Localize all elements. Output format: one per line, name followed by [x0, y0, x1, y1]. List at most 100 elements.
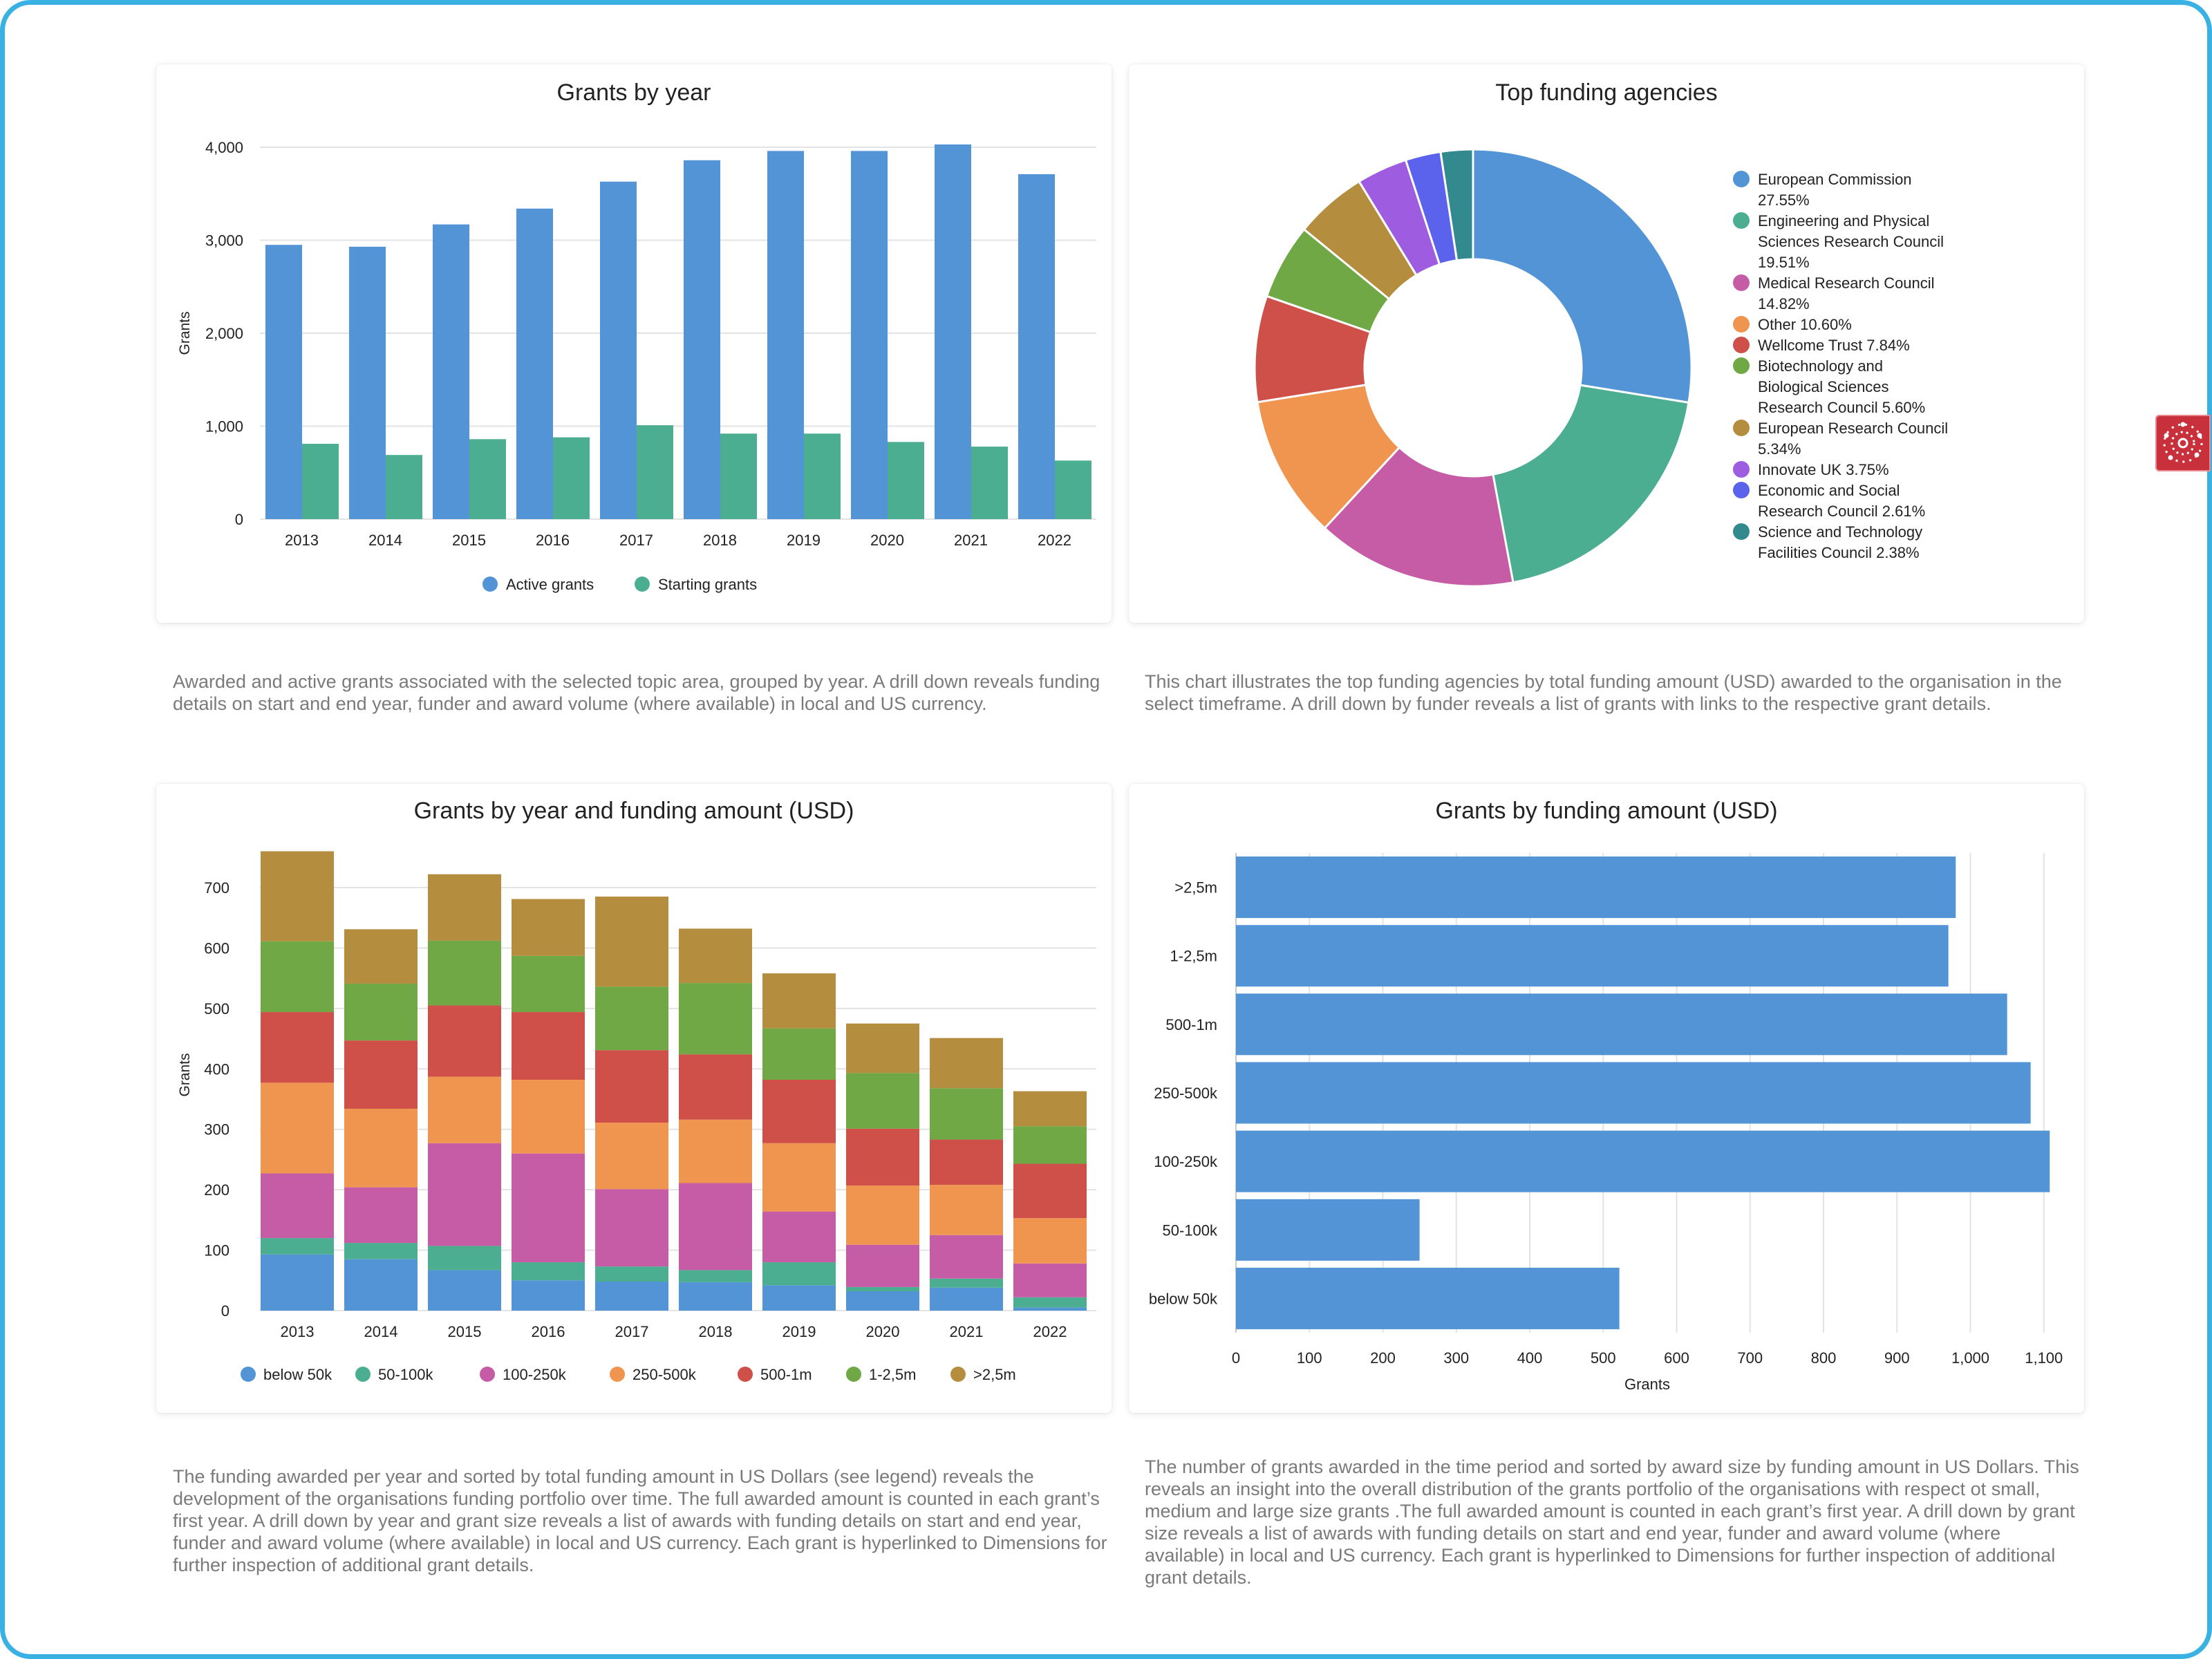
legend-label: 19.51%: [1758, 254, 1810, 271]
grants-by-year-description: Awarded and active grants associated wit…: [173, 671, 1100, 714]
bar-segment-2018-0: [679, 1282, 752, 1311]
legend-marker: [482, 577, 498, 592]
bar-segment-2018-5: [679, 983, 752, 1055]
chart-card-top-funding-agencies[interactable]: Top funding agencies European Commission 2…: [1129, 64, 2084, 623]
bar-segment-2022-6: [1013, 1091, 1087, 1127]
legend-label: Other 10.60%: [1758, 316, 1852, 333]
y-tick-label: 400: [204, 1060, 229, 1078]
x-tick-label: 2022: [1033, 1323, 1067, 1340]
legend-label: European Commission: [1758, 171, 1912, 188]
legend-label: Wellcome Trust 7.84%: [1758, 337, 1910, 354]
network-cluster-icon: [2163, 422, 2203, 463]
y-axis-label: Grants: [177, 1053, 193, 1096]
bar-active-2017: [600, 181, 637, 519]
bar-segment-2020-0: [846, 1291, 919, 1311]
bar-active-2020: [851, 151, 888, 519]
donut-slice-9: [1439, 148, 1474, 262]
legend-label: Economic and Social: [1758, 482, 1900, 499]
bar-segment-2022-2: [1013, 1263, 1087, 1297]
x-tick-label: 0: [1232, 1349, 1240, 1367]
bar-active-2019: [767, 151, 804, 519]
legend-label: Science and Technology: [1758, 523, 1922, 541]
bar-segment-2016-1: [512, 1262, 585, 1281]
top-funding-agencies-chart[interactable]: Top funding agencies European Commission 2…: [1129, 64, 2084, 623]
donut-slice-0: [1472, 148, 1693, 404]
x-tick-label: 2013: [285, 532, 319, 549]
bar-segment-2015-6: [428, 874, 501, 941]
grants-by-year-and-amount-chart[interactable]: Grants by year and funding amount (USD) G…: [156, 784, 1112, 1413]
legend-label: below 50k: [263, 1366, 332, 1383]
legend-label: Active grants: [506, 576, 594, 593]
bar-6: [1236, 1267, 1620, 1329]
bar-segment-2014-2: [344, 1187, 418, 1244]
bar-segment-2022-1: [1013, 1297, 1087, 1308]
bar-active-2016: [516, 208, 553, 519]
donut-slice-1: [1492, 384, 1690, 584]
side-tab-button[interactable]: [2155, 415, 2211, 471]
bar-active-2013: [265, 245, 302, 519]
bar-segment-2015-5: [428, 940, 501, 1006]
legend-label: 250-500k: [632, 1366, 697, 1383]
bar-segment-2013-6: [261, 851, 334, 941]
y-tick-label: 1-2,5m: [1170, 948, 1217, 965]
y-tick-label: 1,000: [205, 418, 243, 435]
bar-starting-2021: [971, 447, 1008, 519]
legend-label: >2,5m: [973, 1366, 1016, 1383]
bar-starting-2016: [553, 437, 590, 519]
legend-label: Biological Sciences: [1758, 378, 1889, 395]
y-tick-label: 3,000: [205, 232, 243, 250]
bar-segment-2021-0: [930, 1287, 1003, 1311]
bar-active-2018: [684, 160, 720, 519]
y-tick-label: 300: [204, 1121, 229, 1138]
bar-segment-2013-4: [261, 1012, 334, 1083]
legend-label: 14.82%: [1758, 295, 1810, 312]
bar-4: [1236, 1130, 2050, 1192]
legend-label: 27.55%: [1758, 191, 1810, 209]
chart-title: Grants by year and funding amount (USD): [414, 798, 854, 824]
x-tick-label: 2018: [699, 1323, 733, 1340]
y-tick-label: 700: [204, 879, 229, 897]
x-tick-label: 2015: [452, 532, 486, 549]
legend-label: 5.34%: [1758, 440, 1801, 458]
bar-segment-2013-1: [261, 1238, 334, 1255]
x-tick-label: 800: [1811, 1349, 1837, 1367]
bar-segment-2019-2: [762, 1211, 836, 1263]
bar-2: [1236, 993, 2007, 1056]
x-tick-label: 1,000: [1951, 1349, 1989, 1367]
legend-marker: [1733, 461, 1750, 478]
chart-card-grants-by-funding-amount[interactable]: Grants by funding amount (USD) 0 100 200 300…: [1129, 784, 2084, 1413]
chart-title: Grants by funding amount (USD): [1435, 798, 1777, 824]
x-tick-label: 300: [1443, 1349, 1469, 1367]
bar-3: [1236, 1062, 2031, 1124]
bar-segment-2021-2: [930, 1235, 1003, 1279]
chart-card-grants-by-year[interactable]: Grants by year Grants 0 1,000 2,000 3,000 4,00…: [156, 64, 1112, 623]
bar-segment-2018-4: [679, 1054, 752, 1120]
legend-label: 100-250k: [503, 1366, 567, 1383]
y-tick-label: 50-100k: [1162, 1221, 1218, 1239]
bar-1: [1236, 925, 1949, 987]
grants-by-year-chart[interactable]: Grants by year Grants 0 1,000 2,000 3,000 4,00…: [156, 64, 1112, 623]
bar-segment-2014-3: [344, 1108, 418, 1188]
legend-label: Research Council 5.60%: [1758, 399, 1925, 416]
bar-segment-2019-3: [762, 1143, 836, 1212]
legend-marker: [355, 1367, 371, 1382]
grants-by-funding-amount-chart[interactable]: Grants by funding amount (USD) 0 100 200 300…: [1129, 784, 2084, 1413]
legend-label: Research Council 2.61%: [1758, 503, 1925, 520]
x-tick-label: 2018: [703, 532, 737, 549]
x-tick-label: 2013: [281, 1323, 315, 1340]
chart-title: Grants by year: [557, 79, 711, 106]
x-tick-label: 2019: [782, 1323, 816, 1340]
bar-segment-2022-5: [1013, 1126, 1087, 1164]
chart-title: Top funding agencies: [1495, 79, 1717, 106]
bar-segment-2016-5: [512, 955, 585, 1013]
chart-card-grants-by-year-and-amount[interactable]: Grants by year and funding amount (USD) G…: [156, 784, 1112, 1413]
legend-marker: [1733, 482, 1750, 498]
bar-segment-2019-4: [762, 1079, 836, 1143]
bar-segment-2022-0: [1013, 1307, 1087, 1311]
bar-segment-2021-5: [930, 1088, 1003, 1140]
bar-segment-2020-6: [846, 1023, 919, 1074]
bar-segment-2014-5: [344, 983, 418, 1041]
y-tick-label: 100-250k: [1154, 1153, 1218, 1170]
bar-segment-2019-1: [762, 1262, 836, 1286]
legend-marker: [480, 1367, 495, 1382]
